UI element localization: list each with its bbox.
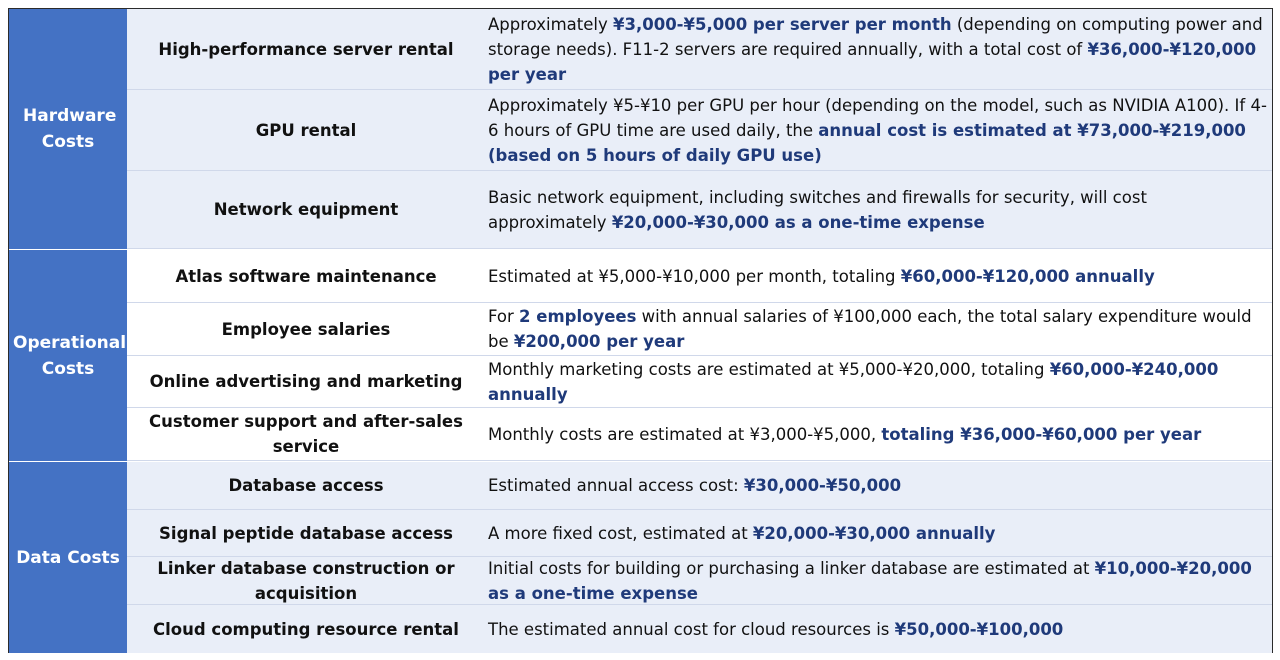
row-item-name: GPU rental [255,120,357,140]
row-item-name: Online advertising and marketing [149,372,463,391]
table-row: Cloud computing resource rental The esti… [127,605,1272,653]
highlighted-cost: ¥20,000-¥30,000 as a one-time expense [611,212,985,232]
row-item-name: Cloud computing resource rental [153,619,459,639]
table-row: Network equipment Basic network equipmen… [127,171,1272,249]
group-label: Hardware Costs [23,106,117,152]
description-text: Approximately ¥3,000-¥5,000 per server p… [488,12,1268,87]
table-row: Employee salaries For 2 employees with a… [127,303,1272,356]
description-segment: with annual salaries of ¥100,000 each, t… [488,307,1252,351]
description-text: Initial costs for building or purchasing… [488,556,1268,606]
row-item-name: Atlas software maintenance [175,266,437,286]
highlighted-cost: ¥30,000-¥50,000 [743,476,902,495]
highlighted-cost: totaling ¥36,000-¥60,000 per year [881,424,1202,444]
table-row: High-performance server rental Approxima… [127,9,1272,90]
description-segment: Basic network equipment, including switc… [488,187,1147,232]
highlighted-cost: ¥60,000-¥240,000 annually [488,359,1219,404]
description-segment: Approximately ¥5-¥10 per GPU per hour (d… [488,95,1267,140]
row-item-name: Signal peptide database access [159,523,453,543]
highlighted-cost: ¥36,000-¥120,000 per year [488,39,1257,84]
highlighted-cost: ¥50,000-¥100,000 [894,619,1064,639]
description-text: Approximately ¥5-¥10 per GPU per hour (d… [488,93,1268,168]
description-text: A more fixed cost, estimated at ¥20,000-… [488,521,995,546]
row-item-name: Employee salaries [221,319,391,339]
highlighted-cost: 2 employees [519,307,637,326]
description-segment: (depending on computing power and storag… [488,14,1263,59]
group-divider [9,461,127,462]
highlighted-cost: ¥10,000-¥20,000 as a one-time expense [488,558,1252,603]
row-item-name: Customer support and after-sales service [149,412,463,456]
description-segment: The estimated annual cost for cloud reso… [488,619,895,639]
description-segment: Estimated at ¥5,000-¥10,000 per month, t… [488,266,901,286]
group-label: Data Costs [16,547,120,568]
table-row: Linker database construction or acquisit… [127,557,1272,605]
group-cell-hardware: Hardware Costs [9,9,127,249]
table-row: Online advertising and marketing Monthly… [127,356,1272,408]
row-description: Approximately ¥5-¥10 per GPU per hour (d… [485,90,1272,170]
highlighted-cost: annual cost is estimated at ¥73,000-¥219… [488,120,1246,165]
group-cell-data: Data Costs [9,462,127,653]
description-segment: Estimated annual access cost: [488,476,744,495]
description-segment: Initial costs for building or purchasing… [488,558,1095,578]
row-item-name: Network equipment [213,200,399,219]
group-cell-operational: Operational Costs [9,250,127,461]
row-description: Monthly costs are estimated at ¥3,000-¥5… [485,408,1272,460]
row-description: The estimated annual cost for cloud reso… [485,605,1272,653]
table-row: Customer support and after-sales service… [127,408,1272,461]
row-description: For 2 employees with annual salaries of … [485,303,1272,355]
description-text: Estimated at ¥5,000-¥10,000 per month, t… [488,264,1155,289]
cost-table: Hardware Costs Operational Costs Data Co… [8,8,1273,653]
highlighted-cost: ¥20,000-¥30,000 annually [752,523,996,543]
row-description: Monthly marketing costs are estimated at… [485,356,1272,407]
row-description: Basic network equipment, including switc… [485,171,1272,248]
row-item-name: Linker database construction or acquisit… [157,558,455,603]
highlighted-cost: ¥3,000-¥5,000 per server per month [613,14,952,34]
description-text: Basic network equipment, including switc… [488,185,1268,235]
table-row: Database access Estimated annual access … [127,462,1272,510]
description-text: For 2 employees with annual salaries of … [488,304,1268,354]
row-item-name: High-performance server rental [158,39,454,59]
description-text: The estimated annual cost for cloud reso… [488,617,1063,642]
group-divider [9,249,127,250]
description-segment: For [488,307,520,326]
row-item-name: Database access [228,476,384,495]
description-segment: Monthly costs are estimated at ¥3,000-¥5… [488,424,882,444]
row-description: Approximately ¥3,000-¥5,000 per server p… [485,9,1272,89]
row-description: A more fixed cost, estimated at ¥20,000-… [485,510,1272,556]
description-segment: Approximately [488,14,613,34]
table-row: GPU rental Approximately ¥5-¥10 per GPU … [127,90,1272,171]
group-label: Operational Costs [13,332,127,379]
description-segment: A more fixed cost, estimated at [488,523,753,543]
highlighted-cost: ¥60,000-¥120,000 annually [900,266,1155,286]
description-text: Monthly marketing costs are estimated at… [488,357,1268,407]
row-description: Estimated annual access cost: ¥30,000-¥5… [485,462,1272,509]
row-description: Estimated at ¥5,000-¥10,000 per month, t… [485,250,1272,302]
row-description: Initial costs for building or purchasing… [485,557,1272,604]
description-text: Estimated annual access cost: ¥30,000-¥5… [488,473,901,498]
description-segment: Monthly marketing costs are estimated at… [488,359,1050,379]
table-row: Atlas software maintenance Estimated at … [127,250,1272,303]
description-text: Monthly costs are estimated at ¥3,000-¥5… [488,422,1201,447]
table-row: Signal peptide database access A more fi… [127,510,1272,557]
highlighted-cost: ¥200,000 per year [513,332,685,351]
